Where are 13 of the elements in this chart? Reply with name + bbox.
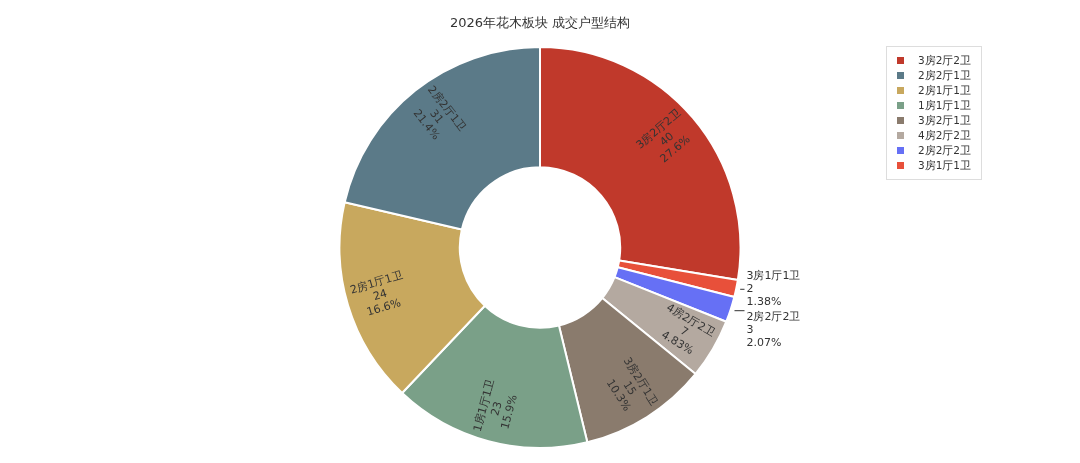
legend-label: 3房2厅2卫 — [917, 53, 971, 68]
legend-label: 3房1厅1卫 — [917, 158, 971, 173]
legend-label: 2房2厅1卫 — [917, 68, 971, 83]
slice-label: 2房2厅2卫 — [746, 310, 801, 324]
legend-label: 4房2厅2卫 — [917, 128, 971, 143]
legend-label: 1房1厅1卫 — [917, 98, 971, 113]
data-label: 3 2.07% — [746, 323, 782, 350]
legend-label: 2房2厅2卫 — [917, 143, 971, 158]
legend-label: 3房2厅1卫 — [917, 113, 971, 128]
data-label: 2 1.38% — [746, 282, 782, 309]
chart-title: 2026年花木板块 成交户型结构 — [448, 14, 632, 32]
slice-label: 3房1厅1卫 — [746, 269, 801, 283]
legend-label: 2房1厅1卫 — [917, 83, 971, 98]
